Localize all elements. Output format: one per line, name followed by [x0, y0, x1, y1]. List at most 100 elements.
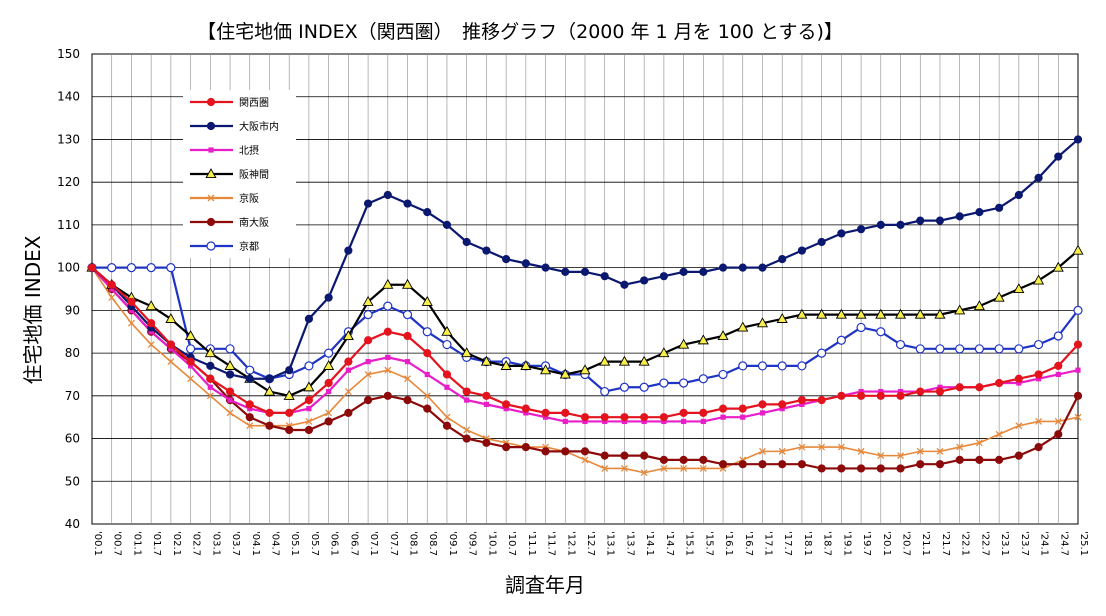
data-point — [1054, 361, 1063, 371]
data-point — [168, 346, 174, 352]
x-tick-label: '19.1 — [841, 531, 852, 556]
data-point — [699, 464, 707, 472]
data-point — [1073, 135, 1083, 144]
y-tick-label: 130 — [57, 132, 80, 146]
legend-entry: 京都 — [190, 240, 259, 253]
data-point — [797, 246, 807, 255]
data-point — [206, 374, 215, 383]
data-point — [442, 421, 452, 430]
data-point — [263, 385, 276, 396]
data-point — [995, 430, 1003, 438]
data-point — [858, 388, 864, 395]
data-point — [659, 272, 668, 281]
data-point — [204, 347, 216, 358]
data-point — [167, 358, 175, 366]
data-point — [797, 460, 807, 469]
data-point — [955, 455, 964, 465]
data-point — [207, 384, 213, 390]
data-point — [422, 327, 432, 337]
data-point — [561, 447, 570, 456]
data-point — [245, 374, 254, 383]
data-point — [1015, 422, 1023, 430]
data-point — [876, 391, 885, 400]
series-layer — [86, 135, 1084, 477]
data-point — [265, 408, 274, 418]
data-point — [975, 207, 984, 217]
data-point — [1034, 173, 1043, 183]
data-point — [326, 388, 332, 395]
data-point — [837, 443, 845, 451]
data-point — [699, 267, 708, 277]
x-tick-label: '10.7 — [506, 531, 517, 556]
data-point — [639, 382, 649, 392]
x-tick-label: '07.7 — [388, 531, 399, 556]
data-point — [363, 336, 373, 345]
y-tick-label: 110 — [57, 218, 80, 232]
data-point — [896, 220, 905, 230]
data-point — [1032, 274, 1045, 285]
y-tick-label: 140 — [57, 90, 80, 104]
data-point — [1014, 374, 1023, 383]
data-point — [621, 418, 628, 425]
data-point — [679, 455, 688, 465]
legend-label: 南大阪 — [239, 216, 269, 229]
data-point — [559, 368, 571, 379]
data-point — [245, 413, 254, 422]
data-point — [817, 237, 826, 247]
data-point — [165, 312, 177, 323]
data-point — [283, 389, 295, 400]
data-point — [935, 387, 945, 396]
data-point — [345, 367, 351, 373]
y-tick-label: 40 — [65, 517, 80, 531]
data-point — [1073, 340, 1083, 349]
data-point — [442, 370, 452, 379]
data-point — [344, 246, 353, 255]
data-point — [797, 361, 807, 371]
data-point — [936, 447, 944, 455]
data-point — [640, 451, 649, 460]
data-point — [383, 190, 392, 200]
data-point — [877, 452, 885, 460]
data-point — [955, 212, 964, 221]
data-point — [521, 442, 530, 452]
data-point — [188, 363, 194, 369]
data-point — [618, 355, 631, 366]
data-point — [796, 308, 808, 319]
data-point — [404, 359, 411, 365]
data-point — [403, 331, 412, 341]
x-tick-label: '03.7 — [230, 531, 241, 556]
data-point — [186, 344, 196, 354]
data-point — [1054, 430, 1063, 439]
data-point — [462, 434, 471, 443]
data-point — [462, 387, 471, 396]
legend-entry: 大阪市内 — [190, 120, 279, 133]
data-point — [304, 314, 314, 324]
y-tick-label: 70 — [65, 389, 80, 403]
x-tick-label: '15.1 — [684, 531, 695, 556]
data-point — [206, 361, 215, 371]
data-point — [1073, 391, 1083, 400]
data-point — [206, 392, 214, 400]
data-point — [875, 308, 887, 319]
data-point — [463, 426, 471, 434]
data-point — [817, 464, 826, 473]
legend-label: 北摂 — [239, 144, 259, 157]
data-point — [521, 259, 530, 268]
data-point — [897, 388, 904, 395]
data-point — [483, 401, 489, 407]
y-tick-label: 90 — [65, 303, 80, 317]
data-point — [542, 414, 549, 420]
data-point — [502, 254, 511, 264]
x-tick-label: '25.1 — [1078, 531, 1089, 556]
data-point — [973, 300, 985, 311]
data-point — [364, 370, 372, 378]
data-point — [758, 460, 767, 469]
data-point — [975, 439, 983, 447]
x-tick-label: '21.7 — [940, 531, 951, 556]
legend-marker — [208, 147, 214, 153]
legend-entry: 京阪 — [190, 192, 259, 205]
data-point — [579, 364, 591, 375]
x-tick-label: '24.7 — [1058, 531, 1069, 556]
data-point — [759, 410, 766, 416]
